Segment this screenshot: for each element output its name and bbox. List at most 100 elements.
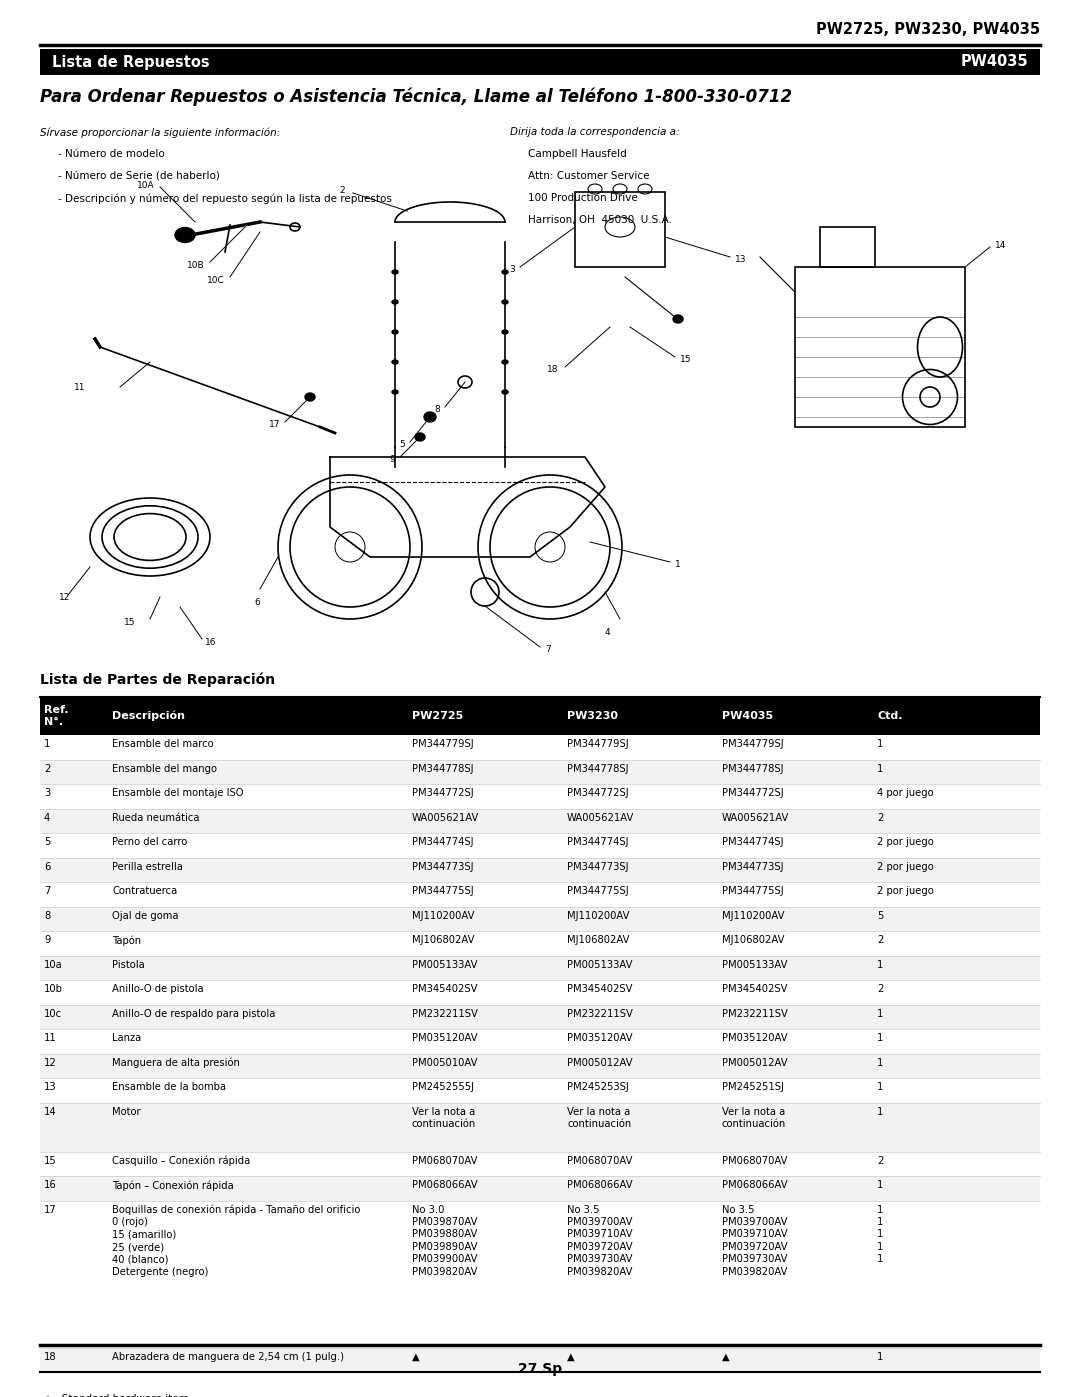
- Text: PW4035: PW4035: [960, 54, 1028, 70]
- Text: 1: 1: [877, 1351, 883, 1362]
- Text: 8: 8: [44, 911, 51, 921]
- Bar: [40, 1102, 1040, 1151]
- Text: 7: 7: [44, 886, 51, 895]
- Text: 2: 2: [44, 764, 51, 774]
- Bar: [40, 49, 1040, 75]
- Text: Ensamble del montaje ISO: Ensamble del montaje ISO: [112, 788, 243, 798]
- Text: 10c: 10c: [44, 1009, 63, 1018]
- Text: Pistola: Pistola: [112, 960, 145, 970]
- Ellipse shape: [673, 314, 683, 323]
- Bar: [40, 735, 1040, 760]
- Bar: [40, 882, 1040, 907]
- Text: PM344775SJ: PM344775SJ: [411, 886, 474, 895]
- Text: PM035120AV: PM035120AV: [567, 1032, 633, 1044]
- Ellipse shape: [175, 228, 195, 243]
- Text: 17: 17: [269, 419, 280, 429]
- Text: Harrison, OH  45030  U.S.A.: Harrison, OH 45030 U.S.A.: [528, 215, 672, 225]
- Text: PM344778SJ: PM344778SJ: [723, 764, 783, 774]
- Text: PM068066AV: PM068066AV: [411, 1180, 477, 1190]
- Ellipse shape: [502, 300, 508, 305]
- Text: 2 por juego: 2 por juego: [877, 886, 934, 895]
- Text: 2: 2: [877, 813, 883, 823]
- Ellipse shape: [502, 270, 508, 274]
- Ellipse shape: [502, 390, 508, 394]
- Text: 1: 1: [877, 1180, 883, 1190]
- Ellipse shape: [392, 330, 399, 334]
- Text: PW3230: PW3230: [567, 711, 618, 721]
- Bar: [40, 1200, 1040, 1348]
- Text: PM068066AV: PM068066AV: [723, 1180, 787, 1190]
- Ellipse shape: [415, 433, 426, 441]
- Text: ▲: ▲: [411, 1351, 420, 1362]
- Bar: [40, 907, 1040, 930]
- Text: 12: 12: [44, 1058, 57, 1067]
- Text: 14: 14: [44, 1106, 56, 1116]
- Text: Anillo-O de pistola: Anillo-O de pistola: [112, 983, 204, 995]
- Text: PM345402SV: PM345402SV: [567, 983, 633, 995]
- Text: 1: 1: [877, 1058, 883, 1067]
- Text: WA005621AV: WA005621AV: [723, 813, 789, 823]
- Text: 10A: 10A: [137, 180, 156, 190]
- Text: 14: 14: [995, 240, 1007, 250]
- Text: Ojal de goma: Ojal de goma: [112, 911, 178, 921]
- Bar: [40, 1004, 1040, 1030]
- Text: 27 Sp: 27 Sp: [518, 1362, 562, 1376]
- Text: Manguera de alta presión: Manguera de alta presión: [112, 1058, 240, 1067]
- Text: - Número de modelo: - Número de modelo: [58, 149, 165, 159]
- Text: - Número de Serie (de haberlo): - Número de Serie (de haberlo): [58, 170, 220, 182]
- Text: MJ110200AV: MJ110200AV: [411, 911, 474, 921]
- Text: 7: 7: [545, 644, 551, 654]
- Text: 9: 9: [44, 935, 51, 944]
- Text: PW2725, PW3230, PW4035: PW2725, PW3230, PW4035: [815, 22, 1040, 36]
- Text: 1: 1: [877, 1106, 883, 1116]
- Text: Motor: Motor: [112, 1106, 140, 1116]
- Text: 18: 18: [546, 365, 558, 373]
- Bar: [40, 981, 1040, 1004]
- Text: MJ110200AV: MJ110200AV: [567, 911, 630, 921]
- Bar: [795, 267, 966, 427]
- Text: 3: 3: [510, 264, 515, 274]
- Text: 4 por juego: 4 por juego: [877, 788, 933, 798]
- Text: PM005133AV: PM005133AV: [723, 960, 787, 970]
- Text: Attn: Customer Service: Attn: Customer Service: [528, 170, 649, 182]
- Text: PM245251SJ: PM245251SJ: [723, 1083, 784, 1092]
- Text: 1: 1: [675, 560, 680, 569]
- Bar: [575, 191, 665, 267]
- Text: Ver la nota a
continuación: Ver la nota a continuación: [567, 1106, 631, 1129]
- Text: Lanza: Lanza: [112, 1032, 141, 1044]
- Text: PM005133AV: PM005133AV: [567, 960, 633, 970]
- Text: No 3.0
PM039870AV
PM039880AV
PM039890AV
PM039900AV
PM039820AV: No 3.0 PM039870AV PM039880AV PM039890AV …: [411, 1204, 477, 1277]
- Text: 9: 9: [389, 454, 395, 464]
- Text: Perno del carro: Perno del carro: [112, 837, 187, 847]
- Text: PM345402SV: PM345402SV: [723, 983, 787, 995]
- Text: Sírvase proporcionar la siguiente información:: Sírvase proporcionar la siguiente inform…: [40, 127, 280, 137]
- Text: PM068066AV: PM068066AV: [567, 1180, 633, 1190]
- Text: 10b: 10b: [44, 983, 63, 995]
- Ellipse shape: [392, 300, 399, 305]
- Text: 1: 1: [877, 1083, 883, 1092]
- Text: PM232211SV: PM232211SV: [723, 1009, 788, 1018]
- Text: MJ106802AV: MJ106802AV: [567, 935, 630, 944]
- Text: Ctd.: Ctd.: [877, 711, 903, 721]
- Text: No 3.5
PM039700AV
PM039710AV
PM039720AV
PM039730AV
PM039820AV: No 3.5 PM039700AV PM039710AV PM039720AV …: [567, 1204, 633, 1277]
- Text: Casquillo – Conexión rápida: Casquillo – Conexión rápida: [112, 1155, 251, 1166]
- Text: PM005133AV: PM005133AV: [411, 960, 477, 970]
- Bar: [40, 697, 1040, 735]
- Text: PM344779SJ: PM344779SJ: [723, 739, 784, 749]
- Text: 16: 16: [205, 637, 216, 647]
- Text: 17: 17: [44, 1204, 57, 1214]
- Text: PM245253SJ: PM245253SJ: [567, 1083, 629, 1092]
- Text: Ensamble del mango: Ensamble del mango: [112, 764, 217, 774]
- Text: PM344775SJ: PM344775SJ: [723, 886, 784, 895]
- Text: WA005621AV: WA005621AV: [567, 813, 634, 823]
- Text: PM035120AV: PM035120AV: [723, 1032, 787, 1044]
- Text: 6: 6: [254, 598, 260, 606]
- Text: 13: 13: [44, 1083, 56, 1092]
- Bar: [820, 226, 875, 267]
- Text: PM344778SJ: PM344778SJ: [411, 764, 473, 774]
- Text: 2 por juego: 2 por juego: [877, 837, 934, 847]
- Text: - Descripción y número del repuesto según la lista de repuestos: - Descripción y número del repuesto segú…: [58, 193, 392, 204]
- Text: PM232211SV: PM232211SV: [411, 1009, 477, 1018]
- Text: 11: 11: [73, 383, 85, 391]
- Text: PW4035: PW4035: [723, 711, 773, 721]
